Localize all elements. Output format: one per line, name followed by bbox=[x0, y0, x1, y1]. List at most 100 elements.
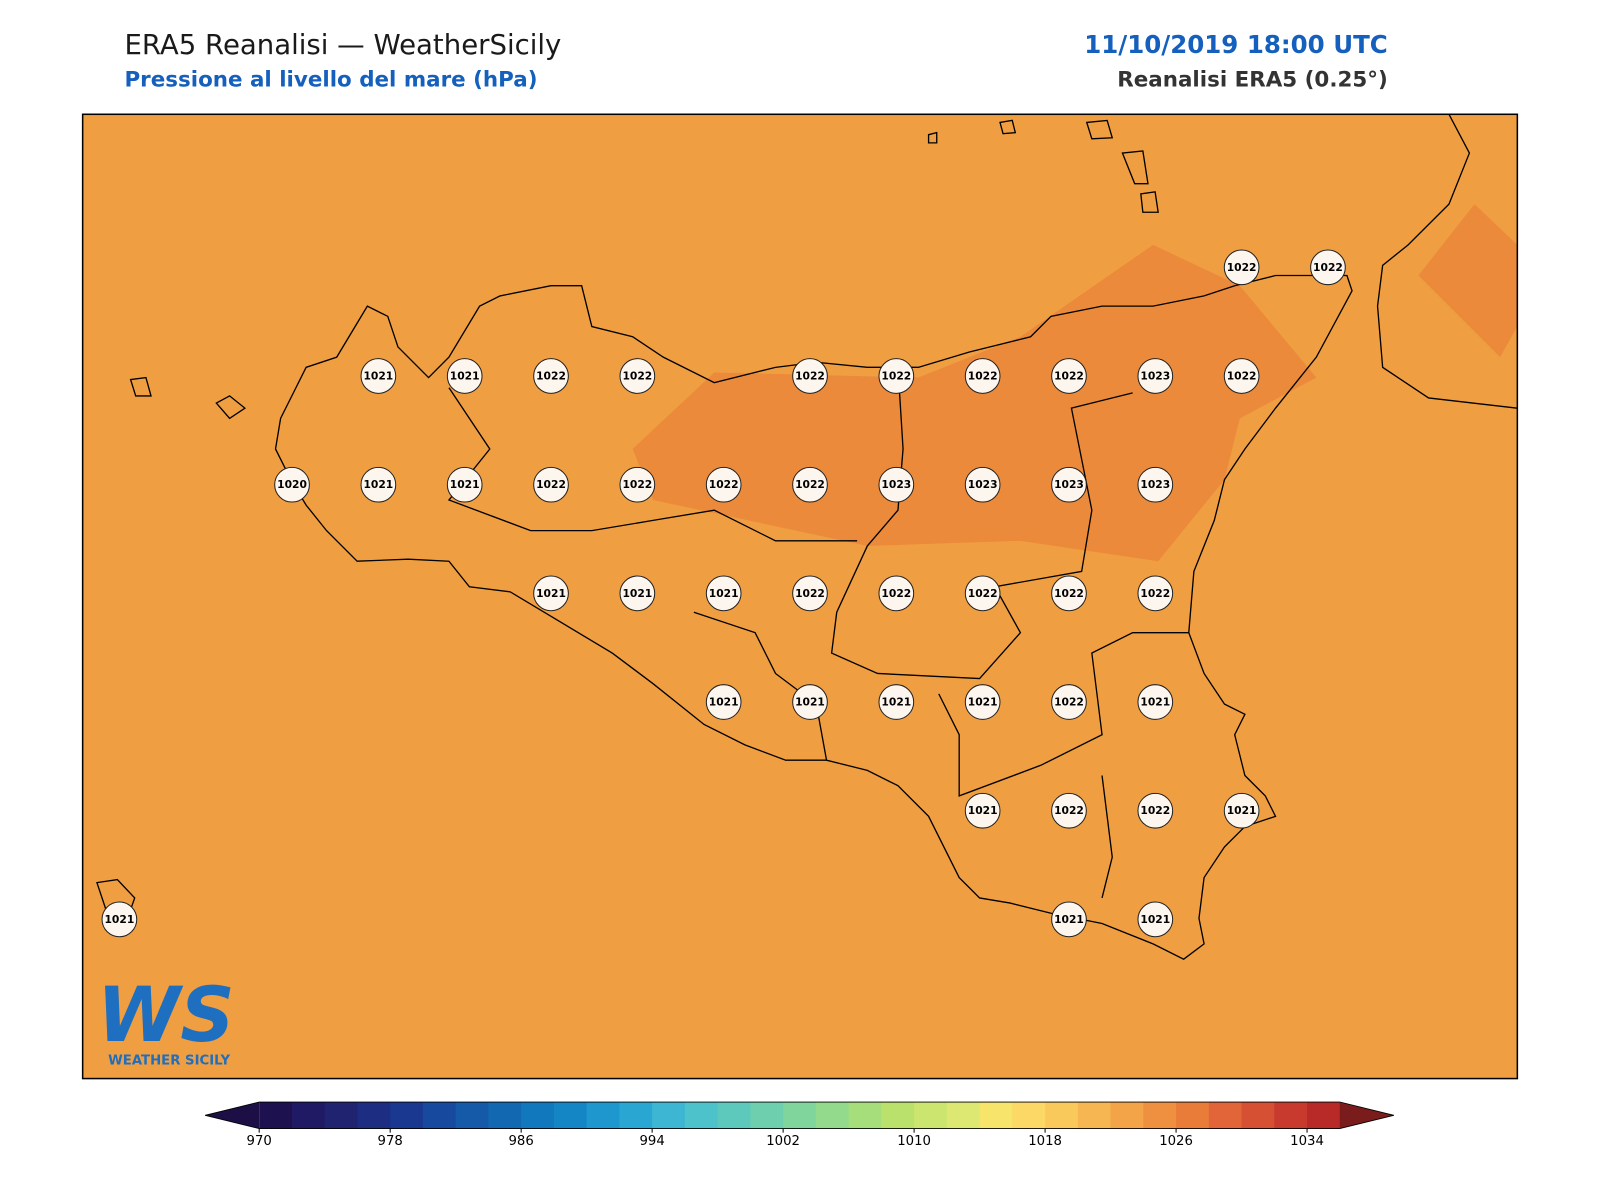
colorbar-segment bbox=[881, 1102, 915, 1129]
pressure-point: 1023 bbox=[964, 466, 1001, 503]
colorbar-segment bbox=[750, 1102, 784, 1129]
pressure-label: 1021 bbox=[881, 696, 911, 709]
pressure-point: 1022 bbox=[533, 466, 569, 503]
pressure-label: 1022 bbox=[622, 370, 652, 383]
colorbar-segment bbox=[488, 1102, 522, 1129]
title: ERA5 Reanalisi — WeatherSicily bbox=[124, 29, 561, 61]
point-marker bbox=[1310, 249, 1346, 286]
point-marker bbox=[1137, 358, 1174, 394]
colorbar-segment bbox=[1307, 1102, 1341, 1129]
point-marker bbox=[619, 466, 656, 503]
pressure-point: 1022 bbox=[792, 358, 828, 394]
point-marker bbox=[1051, 792, 1087, 829]
pressure-point: 1023 bbox=[1137, 358, 1174, 394]
point-marker bbox=[705, 684, 742, 720]
pressure-point: 1022 bbox=[964, 575, 1001, 612]
colorbar-segment bbox=[1176, 1102, 1210, 1129]
source: Reanalisi ERA5 (0.25°) bbox=[1117, 68, 1387, 93]
islands bbox=[96, 119, 1159, 920]
colorbar: 970 978 986 994 1002 1010 1018 1026 1034 bbox=[205, 1101, 1394, 1149]
pressure-label: 1021 bbox=[1140, 913, 1170, 926]
colorbar-tick-label: 1026 bbox=[1159, 1134, 1193, 1149]
point-marker bbox=[878, 575, 915, 612]
pressure-point: 1022 bbox=[1051, 358, 1087, 394]
pressure-point: 1023 bbox=[1137, 466, 1174, 503]
point-marker bbox=[360, 466, 397, 503]
pressure-point: 1022 bbox=[1137, 575, 1174, 612]
pressure-point: 1022 bbox=[964, 358, 1001, 394]
point-marker bbox=[1137, 792, 1174, 829]
point-marker bbox=[1137, 575, 1174, 612]
colorbar-extend-under bbox=[205, 1102, 260, 1129]
point-marker bbox=[446, 466, 483, 503]
pressure-label: 1021 bbox=[622, 587, 652, 600]
colorbar-tick-label: 1034 bbox=[1290, 1134, 1324, 1149]
pressure-point: 1022 bbox=[1051, 575, 1087, 612]
pressure-label: 1021 bbox=[709, 696, 739, 709]
calabria-coast bbox=[1376, 113, 1518, 409]
colorbar-segment bbox=[914, 1102, 948, 1129]
colorbar-segment bbox=[1274, 1102, 1308, 1129]
pressure-point: 1021 bbox=[446, 466, 483, 503]
high-pressure-area bbox=[1418, 204, 1518, 358]
colorbar-tick-label: 1010 bbox=[897, 1134, 931, 1149]
colorbar-segment bbox=[291, 1102, 326, 1129]
pressure-point: 1021 bbox=[619, 575, 656, 612]
point-marker bbox=[1051, 466, 1087, 503]
pressure-point: 1022 bbox=[619, 466, 656, 503]
point-marker bbox=[1051, 684, 1087, 720]
pressure-point: 1022 bbox=[533, 358, 569, 394]
pressure-label: 1021 bbox=[536, 587, 566, 600]
colorbar-segment bbox=[324, 1102, 358, 1129]
pressure-point: 1021 bbox=[964, 684, 1001, 720]
pressure-label: 1023 bbox=[968, 478, 998, 491]
point-marker bbox=[964, 792, 1001, 829]
colorbar-segment bbox=[357, 1102, 391, 1129]
pressure-label: 1022 bbox=[709, 478, 739, 491]
pressure-label: 1021 bbox=[1140, 696, 1170, 709]
pressure-label: 1022 bbox=[1054, 587, 1084, 600]
colorbar-segment bbox=[684, 1102, 719, 1129]
pressure-point: 1021 bbox=[792, 684, 828, 720]
pressure-point: 1021 bbox=[101, 901, 138, 938]
colorbar-tick-label: 994 bbox=[639, 1134, 664, 1149]
point-marker bbox=[274, 466, 310, 503]
pressure-label: 1022 bbox=[1140, 587, 1170, 600]
pressure-label: 1022 bbox=[1140, 804, 1170, 817]
pressure-label: 1023 bbox=[1054, 478, 1084, 491]
pressure-label: 1022 bbox=[795, 478, 825, 491]
pressure-point: 1022 bbox=[619, 358, 656, 394]
pressure-label: 1021 bbox=[795, 696, 825, 709]
colorbar-segment bbox=[848, 1102, 882, 1129]
point-marker bbox=[533, 358, 569, 394]
pressure-label: 1022 bbox=[795, 587, 825, 600]
province-border bbox=[1101, 775, 1113, 899]
colorbar-segment bbox=[1077, 1102, 1112, 1129]
pressure-label: 1021 bbox=[709, 587, 739, 600]
pressure-point: 1023 bbox=[878, 466, 915, 503]
colorbar-segment bbox=[1110, 1102, 1144, 1129]
point-marker bbox=[878, 466, 915, 503]
point-marker bbox=[1051, 575, 1087, 612]
pressure-point: 1022 bbox=[792, 575, 828, 612]
pressure-label: 1021 bbox=[450, 478, 480, 491]
logo-name: WEATHER SICILY bbox=[108, 1053, 230, 1068]
colorbar-segment bbox=[586, 1102, 620, 1129]
colorbar-tick-label: 1002 bbox=[766, 1134, 800, 1149]
pressure-point: 1021 bbox=[446, 358, 483, 394]
colorbar-segment bbox=[717, 1102, 751, 1129]
colorbar-segment bbox=[1208, 1102, 1243, 1129]
colorbar-segment bbox=[979, 1102, 1013, 1129]
pressure-point: 1021 bbox=[705, 575, 742, 612]
pressure-label: 1022 bbox=[536, 370, 566, 383]
pressure-point: 1022 bbox=[878, 575, 915, 612]
pressure-label: 1022 bbox=[881, 587, 911, 600]
subtitle: Pressione al livello del mare (hPa) bbox=[124, 68, 537, 93]
pressure-point: 1022 bbox=[1310, 249, 1346, 286]
point-marker bbox=[1223, 358, 1260, 394]
point-marker bbox=[101, 901, 138, 938]
point-marker bbox=[533, 466, 569, 503]
pressure-label: 1023 bbox=[881, 478, 911, 491]
pressure-point: 1021 bbox=[1223, 792, 1260, 829]
colorbar-segment bbox=[1012, 1102, 1046, 1129]
